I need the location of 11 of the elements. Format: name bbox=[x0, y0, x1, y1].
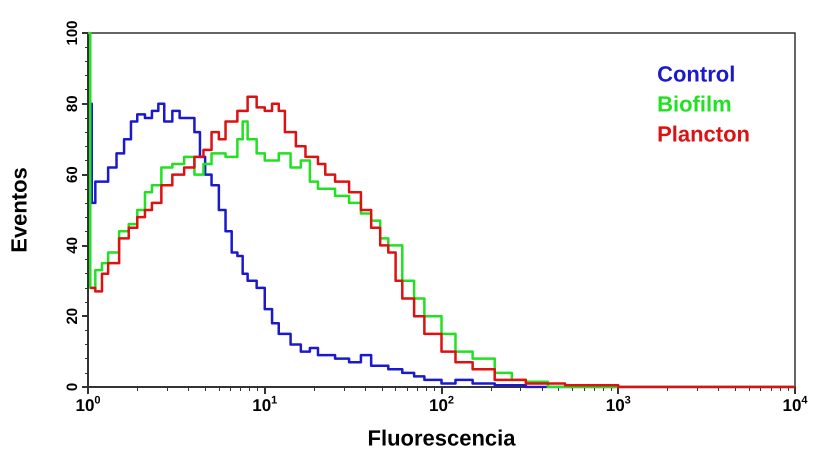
y-tick-label: 100 bbox=[64, 20, 81, 46]
y-axis-title: Eventos bbox=[6, 167, 32, 253]
y-tick-label: 40 bbox=[64, 237, 81, 254]
y-tick-label: 0 bbox=[64, 382, 81, 392]
y-tick-label: 80 bbox=[64, 95, 81, 112]
text: Control bbox=[657, 62, 736, 86]
x-axis-title: Fluorescencia bbox=[368, 426, 516, 450]
y-tick-label: 20 bbox=[64, 308, 81, 325]
text: Biofilm bbox=[657, 92, 732, 116]
y-tick-label: 60 bbox=[64, 166, 81, 183]
text: Plancton bbox=[657, 122, 750, 146]
